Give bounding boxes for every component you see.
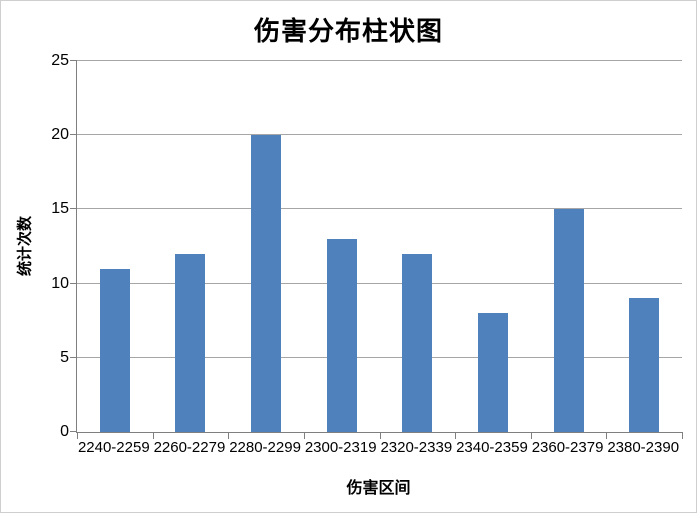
bar (629, 298, 659, 432)
x-tick-label: 2240-2259 (77, 439, 150, 456)
bar (554, 209, 584, 432)
gridline (77, 60, 682, 61)
y-tick-label: 20 (51, 126, 69, 144)
gridline (77, 208, 682, 210)
bar (327, 239, 357, 432)
y-axis-tick (70, 208, 77, 210)
y-tick-label: 10 (51, 274, 69, 292)
y-axis-tick (70, 431, 77, 432)
x-axis-tick (153, 432, 154, 439)
x-axis-tick (77, 432, 78, 439)
y-axis-tick (70, 134, 77, 136)
bar (175, 254, 205, 432)
x-tick-label: 2360-2379 (531, 439, 604, 456)
x-axis-tick (228, 432, 229, 439)
y-tick-label: 5 (60, 348, 69, 366)
x-tick-label: 2340-2359 (456, 439, 528, 456)
x-axis-tick (304, 432, 305, 439)
gridline (77, 282, 682, 284)
y-tick-label: 15 (51, 200, 69, 218)
x-axis-title: 伤害区间 (346, 478, 411, 497)
plot-area: 0 5 10 15 20 25 (51, 52, 683, 440)
y-axis-tick (70, 356, 77, 358)
gridline (77, 356, 682, 358)
y-axis-title: 统计次数 (15, 215, 34, 277)
x-tick-label: 2380-2390 (607, 439, 680, 456)
bar (478, 313, 508, 432)
x-tick-label: 2300-2319 (304, 439, 377, 456)
y-axis-tick (70, 282, 77, 284)
x-tick-label: 2260-2279 (153, 439, 226, 456)
gridline (77, 134, 682, 136)
bar (251, 135, 281, 432)
x-axis-tick-labels: 2240-2259 2260-2279 2280-2299 2300-2319 2320… (76, 439, 681, 456)
x-axis-tick (606, 432, 607, 439)
x-axis-tick (380, 432, 381, 439)
x-tick-label: 2320-2339 (380, 439, 453, 456)
y-axis-tick (70, 60, 77, 61)
y-tick-label: 25 (51, 52, 69, 69)
bar (402, 254, 432, 432)
x-axis-tick (531, 432, 532, 439)
bar (100, 269, 130, 432)
x-axis-tick (682, 432, 683, 439)
x-axis-tick (455, 432, 456, 439)
y-tick-label: 0 (60, 423, 69, 440)
x-tick-label: 2280-2299 (229, 439, 301, 456)
chart-title: 伤害分布柱状图 (253, 17, 443, 47)
